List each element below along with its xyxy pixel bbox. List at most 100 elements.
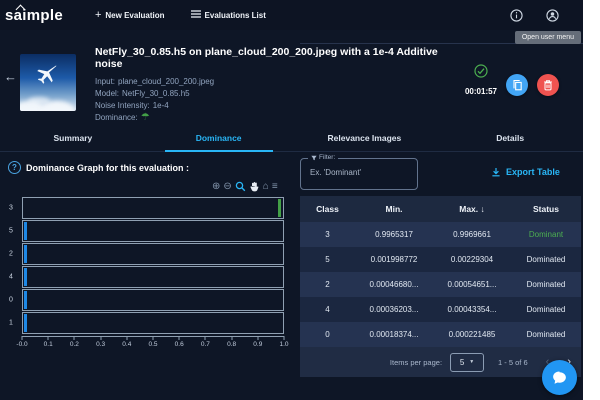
evaluation-title: NetFly_30_0.85.h5 on plane_cloud_200_200… (95, 46, 438, 70)
y-tick-label: 3 (9, 204, 13, 212)
export-table-label: Export Table (506, 167, 560, 177)
user-menu-icon[interactable] (546, 8, 559, 22)
duplicate-evaluation-button[interactable] (506, 74, 528, 96)
trash-icon (544, 80, 552, 91)
x-tick (257, 336, 259, 340)
previous-page-button[interactable]: ‹ (545, 356, 550, 368)
tab-label: Summary (53, 133, 93, 143)
cell-class: 0 (325, 330, 330, 339)
plot-area[interactable] (22, 220, 284, 242)
plot-area[interactable] (22, 289, 284, 311)
x-tick-label: 0.2 (69, 341, 79, 348)
detail-label: Dominance: (95, 113, 138, 122)
funnel-icon (311, 155, 317, 160)
saimple-logo[interactable]: saimple (5, 4, 63, 24)
plot-area[interactable] (22, 197, 284, 219)
tab-dominance[interactable]: Dominance (146, 125, 292, 152)
table-row: 0 0.00018374... 0.000221485 Dominated (300, 322, 581, 347)
chart-subplot-class-1: 1 (9, 312, 284, 334)
chat-bubble-icon (553, 371, 566, 384)
chart-subplot-class-0: 0 (9, 289, 284, 311)
x-tick-label: 0.4 (122, 341, 132, 348)
cell-min: 0.00046680... (369, 280, 419, 289)
x-tick-label: 0.6 (174, 341, 184, 348)
export-table-button[interactable]: Export Table (491, 167, 560, 177)
plot-area[interactable] (22, 266, 284, 288)
cell-status: Dominated (526, 280, 566, 289)
x-tick (204, 336, 206, 340)
x-tick (73, 336, 75, 340)
delete-evaluation-button[interactable] (537, 74, 559, 96)
active-tab-underline (164, 149, 273, 152)
detail-label: Input: (95, 77, 116, 86)
cell-max: 0.00054651... (447, 280, 497, 289)
tab-label: Relevance Images (327, 133, 402, 143)
chart-x-axis: -0.0 0.1 0.2 0.3 0.4 0.5 0.6 0.7 0.8 0.9 1.0 (16, 336, 289, 350)
items-per-page-value: 5 (459, 357, 465, 367)
cell-min: 0.001998772 (370, 255, 418, 264)
x-tick (283, 336, 285, 340)
table-row: 3 0.9965317 0.9969661 Dominant (300, 222, 581, 247)
cloud-decoration (20, 101, 44, 111)
download-icon (492, 168, 500, 177)
cell-min: 0.00018374... (369, 330, 419, 339)
list-icon (190, 10, 201, 20)
table-header-row: Class Min. Max. ↓ Status (300, 196, 581, 222)
airplane-icon (37, 65, 57, 84)
tab-details[interactable]: Details (437, 125, 583, 151)
detail-value: 1e-4 (152, 101, 169, 110)
help-icon[interactable]: ? (8, 161, 21, 174)
cell-status: Dominated (526, 255, 566, 264)
tab-summary[interactable]: Summary (0, 125, 146, 151)
umbrella-icon: ☂ (140, 112, 150, 123)
y-tick-label: 5 (9, 227, 13, 235)
dominance-table: Class Min. Max. ↓ Status 3 0.9965317 0.996… (300, 196, 581, 377)
new-evaluation-button[interactable]: + New Evaluation (95, 10, 165, 21)
cell-class: 4 (325, 305, 330, 314)
column-header-status[interactable]: Status (533, 204, 559, 214)
evaluations-list-label: Evaluations List (204, 10, 266, 20)
x-tick (47, 336, 49, 340)
menu-icon[interactable]: ≡ (271, 180, 278, 192)
home-icon[interactable]: ⌂ (262, 180, 269, 192)
cell-class: 5 (325, 255, 330, 264)
column-header-min[interactable]: Min. (385, 204, 403, 214)
plot-area[interactable] (22, 312, 284, 334)
info-icon[interactable] (510, 8, 523, 22)
y-tick-label: 2 (9, 250, 13, 258)
x-tick (178, 336, 180, 340)
zoom-out-icon[interactable]: ⊖ (223, 180, 232, 192)
detail-value: NetFly_30_0.85.h5 (122, 89, 190, 98)
cell-status: Dominated (526, 330, 566, 339)
pan-icon[interactable] (249, 181, 260, 192)
graph-section-heading: ? Dominance Graph for this evaluation : (8, 161, 189, 174)
header-divider (300, 43, 583, 44)
table-body: 3 0.9965317 0.9969661 Dominant 5 0.001998772 0… (300, 222, 581, 347)
cell-max: 0.00043354... (447, 305, 497, 314)
interval-bar (24, 291, 27, 309)
evaluation-timer: 00:01:57 (464, 87, 498, 96)
column-header-max-sorted[interactable]: Max. ↓ (459, 204, 485, 214)
items-per-page-select[interactable]: 5 ▼ (450, 352, 485, 372)
cloud-decoration (40, 101, 74, 111)
x-tick (126, 336, 128, 340)
box-zoom-icon[interactable] (235, 181, 246, 192)
back-button[interactable]: ← (4, 69, 17, 84)
plot-area[interactable] (22, 243, 284, 265)
filter-input[interactable] (308, 167, 412, 178)
zoom-in-icon[interactable]: ⊕ (212, 180, 221, 192)
detail-label: Noise Intensity: (95, 101, 150, 110)
evaluations-list-button[interactable]: Evaluations List (190, 10, 266, 20)
evaluation-details: Input: plane_cloud_200_200.jpeg Model: NetF… (95, 76, 455, 124)
evaluation-status: 00:01:57 (456, 64, 506, 96)
dominance-chart[interactable]: 3 5 2 4 0 1 (9, 197, 284, 335)
cell-status: Dominant (528, 230, 564, 239)
column-header-class[interactable]: Class (316, 204, 339, 214)
x-tick (21, 336, 23, 340)
cell-max: 0.000221485 (448, 330, 496, 339)
tab-relevance-images[interactable]: Relevance Images (292, 125, 438, 151)
interval-bar (24, 222, 27, 240)
evaluation-detail-line: Noise Intensity: 1e-4 (95, 100, 455, 112)
chat-widget-button[interactable] (542, 360, 577, 395)
top-navigation-bar: saimple + New Evaluation Evaluations Lis… (0, 0, 583, 30)
